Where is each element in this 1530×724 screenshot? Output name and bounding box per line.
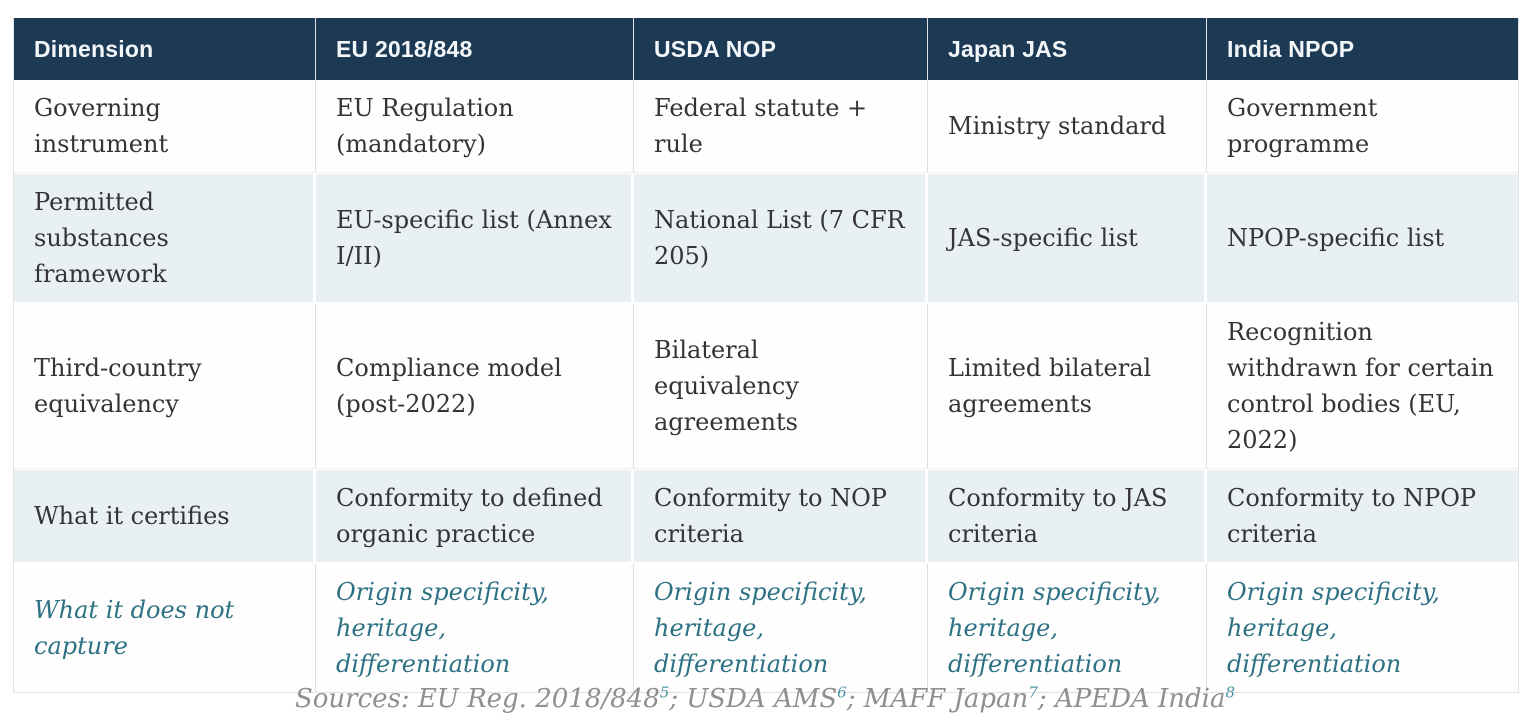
value-cell: Compliance model (post-2022) (316, 304, 634, 469)
value-cell: Origin specificity, heritage, differenti… (634, 564, 928, 692)
value-cell: Conformity to JAS criteria (928, 469, 1207, 564)
dimension-cell: What it certifies (14, 469, 316, 564)
footnote-text: Sources: EU Reg. 2018/848 (294, 684, 660, 714)
value-cell: Origin specificity, heritage, differenti… (1207, 564, 1518, 692)
standards-comparison-table-wrap: Dimension EU 2018/848 USDA NOP Japan JAS Ind… (13, 18, 1519, 693)
value-cell: Federal statute + rule (634, 80, 928, 173)
dimension-cell: What it does not capture (14, 564, 316, 692)
footnote-reference: 8 (1225, 683, 1236, 702)
column-header-japan-jas: Japan JAS (928, 18, 1207, 80)
value-cell: Origin specificity, heritage, differenti… (316, 564, 634, 692)
value-cell: EU Regulation (mandatory) (316, 80, 634, 173)
value-cell: National List (7 CFR 205) (634, 173, 928, 304)
table-row: What it certifies Conformity to defined o… (14, 469, 1518, 564)
dimension-cell: Third-country equivalency (14, 304, 316, 469)
value-cell: Conformity to NOP criteria (634, 469, 928, 564)
column-header-usda-nop: USDA NOP (634, 18, 928, 80)
footnote-reference: 6 (837, 683, 847, 702)
column-header-india-npop: India NPOP (1207, 18, 1518, 80)
value-cell: JAS-specific list (928, 173, 1207, 304)
value-cell: Limited bilateral agreements (928, 304, 1207, 469)
standards-comparison-table: Dimension EU 2018/848 USDA NOP Japan JAS Ind… (14, 18, 1518, 692)
table-row: What it does not capture Origin specifici… (14, 564, 1518, 692)
dimension-cell: Governing instrument (14, 80, 316, 173)
footnote-text: ; MAFF Japan (846, 684, 1029, 714)
footnote-text: ; APEDA India (1037, 684, 1226, 714)
sources-footnote: Sources: EU Reg. 2018/8485; USDA AMS6; M… (0, 679, 1530, 719)
table-row: Permitted substances framework EU-specifi… (14, 173, 1518, 304)
value-cell: Ministry standard (928, 80, 1207, 173)
value-cell: Recognition withdrawn for certain contro… (1207, 304, 1518, 469)
value-cell: NPOP-specific list (1207, 173, 1518, 304)
table-body: Governing instrument EU Regulation (manda… (14, 80, 1518, 692)
header-row: Dimension EU 2018/848 USDA NOP Japan JAS Ind… (14, 18, 1518, 80)
table-row: Governing instrument EU Regulation (manda… (14, 80, 1518, 173)
value-cell: Origin specificity, heritage, differenti… (928, 564, 1207, 692)
footnote-reference: 7 (1028, 683, 1038, 702)
value-cell: Conformity to defined organic practice (316, 469, 634, 564)
footnote-reference: 5 (659, 683, 670, 702)
value-cell: Bilateral equivalency agreements (634, 304, 928, 469)
column-header-dimension: Dimension (14, 18, 316, 80)
table-row: Third-country equivalency Compliance mode… (14, 304, 1518, 469)
value-cell: Government programme (1207, 80, 1518, 173)
value-cell: Conformity to NPOP criteria (1207, 469, 1518, 564)
footnote-text: ; USDA AMS (669, 684, 838, 714)
dimension-cell: Permitted substances framework (14, 173, 316, 304)
value-cell: EU-specific list (Annex I/II) (316, 173, 634, 304)
column-header-eu-2018-848: EU 2018/848 (316, 18, 634, 80)
